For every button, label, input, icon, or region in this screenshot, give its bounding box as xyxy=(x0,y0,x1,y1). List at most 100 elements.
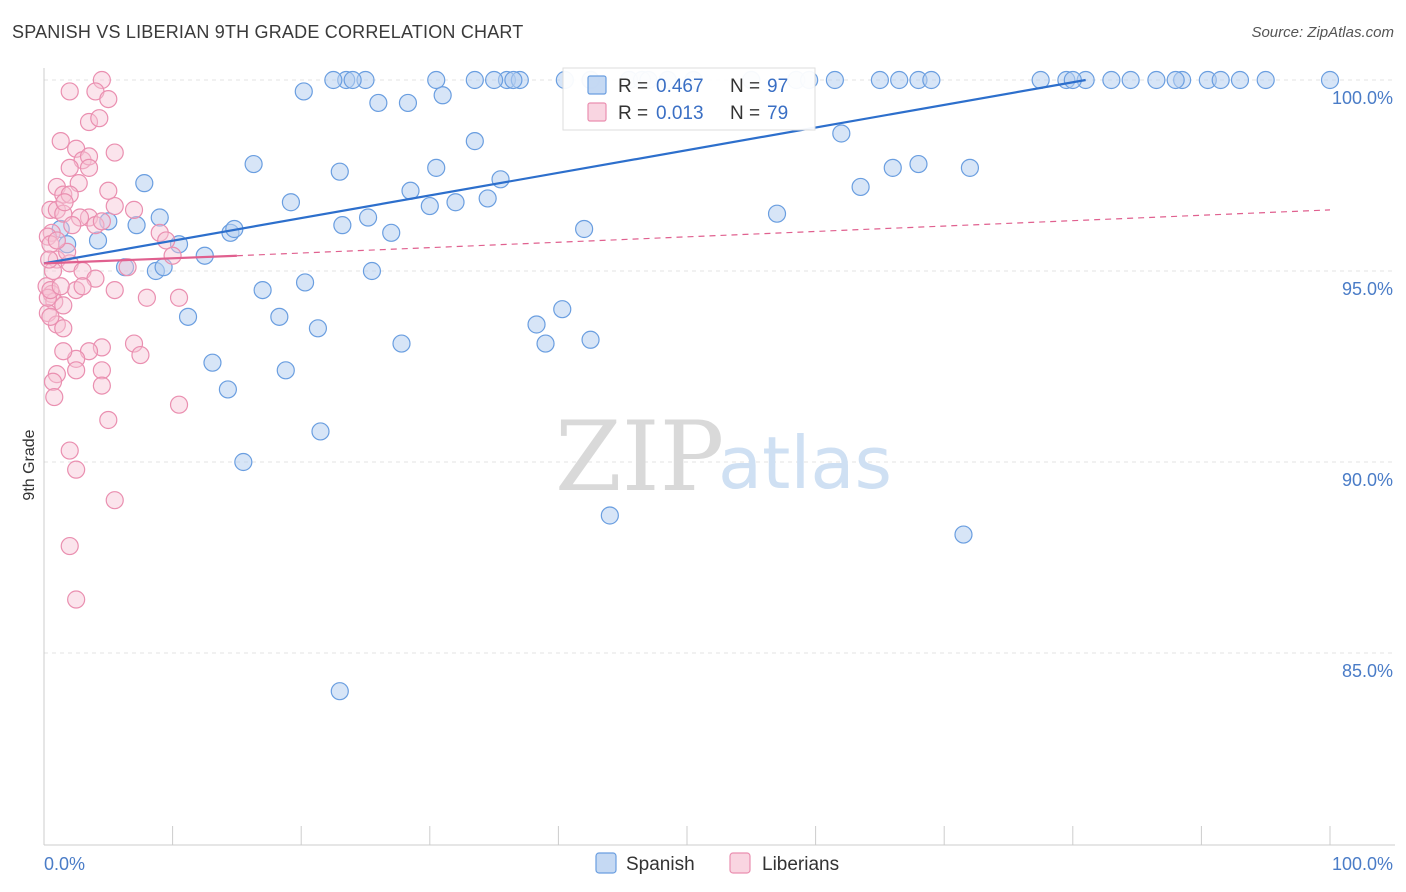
spanish-point xyxy=(330,162,349,181)
spanish-point xyxy=(832,124,851,143)
spanish-point xyxy=(330,682,349,701)
y-tick-label: 90.0% xyxy=(1342,470,1393,490)
chart-title: SPANISH VS LIBERIAN 9TH GRADE CORRELATIO… xyxy=(12,22,524,42)
liberian-point xyxy=(137,288,156,307)
liberian-point xyxy=(92,361,111,380)
spanish-point xyxy=(485,70,504,90)
liberian-points xyxy=(37,70,189,609)
spanish-point xyxy=(825,70,844,90)
spanish-point xyxy=(1063,70,1082,90)
spanish-point xyxy=(465,70,484,90)
spanish-point xyxy=(244,154,263,174)
spanish-point xyxy=(234,452,253,472)
stats-legend: R = 0.467 N = 97 R = 0.013 N = 79 xyxy=(562,67,816,131)
liberian-point xyxy=(60,536,79,556)
liberian-point xyxy=(92,376,111,395)
liberian-point xyxy=(67,460,86,479)
series-legend: Spanish Liberians xyxy=(595,852,839,875)
bottom-legend-liberian: Liberians xyxy=(762,854,839,875)
spanish-point xyxy=(270,307,289,326)
liberian-point xyxy=(54,342,73,361)
spanish-point xyxy=(358,208,378,227)
spanish-point xyxy=(883,158,902,177)
liberian-point xyxy=(60,441,79,460)
legend-swatch-spanish xyxy=(587,75,607,95)
liberian-point xyxy=(105,491,124,510)
liberian-point xyxy=(150,223,169,242)
liberian-point xyxy=(105,196,124,216)
spanish-point xyxy=(581,330,600,349)
liberian-point xyxy=(92,212,111,231)
x-tick-label: 0.0% xyxy=(44,854,85,874)
spanish-point xyxy=(295,273,315,292)
spanish-point xyxy=(1147,70,1166,90)
liberian-point xyxy=(118,258,137,277)
spanish-point xyxy=(362,261,382,281)
spanish-point xyxy=(1102,70,1121,90)
liberian-point xyxy=(99,89,118,109)
liberian-point xyxy=(73,277,92,296)
liberian-point xyxy=(63,216,82,235)
spanish-point xyxy=(392,334,411,353)
spanish-point xyxy=(890,70,909,90)
spanish-point xyxy=(311,422,330,441)
legend-n-value-spanish: 97 xyxy=(767,76,788,97)
liberian-point xyxy=(55,193,74,212)
spanish-point xyxy=(1166,70,1185,90)
y-tick-label: 100.0% xyxy=(1332,88,1393,108)
spanish-point xyxy=(491,170,510,189)
spanish-point xyxy=(851,177,870,197)
spanish-point xyxy=(369,93,388,113)
y-tick-labels: 85.0% 90.0% 95.0% 100.0% xyxy=(1332,88,1393,681)
spanish-point xyxy=(465,132,484,151)
liberian-point xyxy=(105,143,124,162)
source-label: Source: ZipAtlas.com xyxy=(1251,24,1394,41)
spanish-point xyxy=(420,196,439,216)
spanish-point xyxy=(870,70,890,90)
spanish-point xyxy=(1320,70,1340,90)
spanish-point xyxy=(909,154,928,174)
y-tick-label: 95.0% xyxy=(1342,279,1393,299)
spanish-trend-line xyxy=(43,78,1086,265)
spanish-point xyxy=(504,70,523,90)
liberian-point xyxy=(40,250,59,269)
spanish-point xyxy=(88,231,108,250)
liberian-point xyxy=(90,109,109,128)
liberian-point xyxy=(54,319,73,338)
spanish-point xyxy=(433,86,452,105)
spanish-point xyxy=(178,307,198,326)
liberian-point xyxy=(60,82,79,101)
spanish-point xyxy=(294,82,313,101)
watermark-atlas: atlas xyxy=(718,421,892,505)
legend-r-value-liberian: 0.013 xyxy=(656,103,704,124)
liberian-point xyxy=(60,158,79,177)
watermark: ZIP atlas xyxy=(555,401,892,513)
spanish-point xyxy=(1256,70,1275,90)
spanish-point xyxy=(536,334,555,353)
legend-swatch-liberian xyxy=(587,102,607,122)
liberian-trend-line xyxy=(43,254,237,265)
spanish-point xyxy=(218,380,237,399)
spanish-point xyxy=(1121,70,1140,90)
spanish-point xyxy=(150,208,169,227)
liberian-point xyxy=(43,372,63,391)
spanish-point xyxy=(527,315,546,334)
liberian-point xyxy=(79,158,99,177)
spanish-point xyxy=(960,158,980,177)
bottom-legend-swatch-liberian xyxy=(729,852,751,874)
spanish-point xyxy=(398,93,418,113)
watermark-zip: ZIP xyxy=(555,401,724,513)
legend-r-label-spanish: R = xyxy=(618,76,648,97)
liberian-point xyxy=(54,296,73,315)
spanish-point xyxy=(281,193,301,212)
spanish-point xyxy=(135,174,154,193)
x-tick-labels: 0.0% 100.0% xyxy=(44,854,1393,874)
liberian-point xyxy=(54,185,73,204)
spanish-point xyxy=(382,223,401,242)
liberian-point xyxy=(169,288,189,307)
x-tick-label: 100.0% xyxy=(1332,854,1393,874)
y-tick-label: 85.0% xyxy=(1342,661,1393,681)
spanish-point xyxy=(1211,70,1230,90)
liberian-point xyxy=(169,395,189,414)
